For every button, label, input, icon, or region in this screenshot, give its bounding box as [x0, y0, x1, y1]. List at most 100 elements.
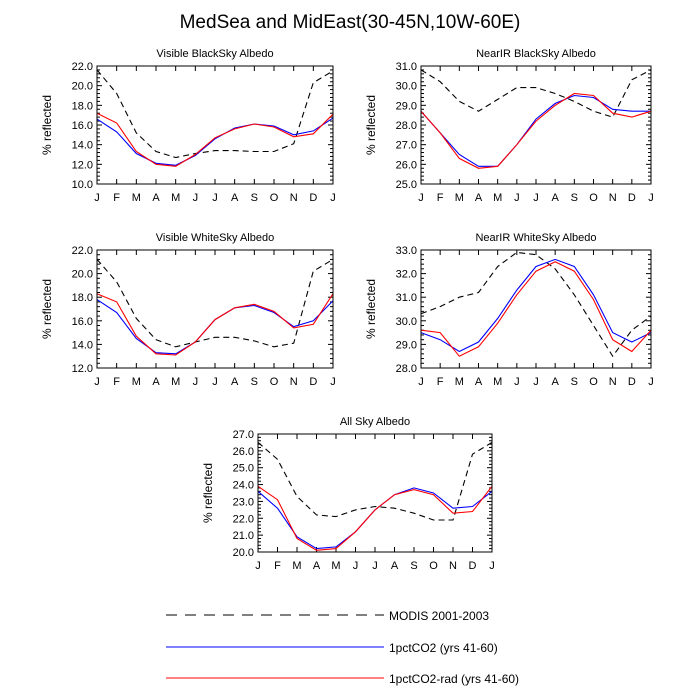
y-tick-label: 20.0	[72, 269, 93, 281]
panel-title: All Sky Albedo	[340, 416, 410, 428]
y-tick-label: 31.0	[396, 292, 417, 304]
x-tick-label: S	[251, 192, 258, 204]
y-tick-label: 30.0	[396, 81, 417, 93]
series-line-modis	[96, 258, 334, 348]
y-tick-label: 12.0	[72, 159, 93, 171]
series-line-1pctco2-rad	[257, 485, 493, 551]
series-line-1pctco2-rad	[96, 293, 334, 356]
x-tick-label: F	[437, 192, 444, 204]
x-tick-label: A	[152, 192, 160, 204]
x-tick-label: J	[193, 192, 199, 204]
series-line-1pctco2	[420, 94, 651, 167]
x-tick-label: D	[309, 192, 317, 204]
y-tick-label: 32.0	[396, 269, 417, 281]
x-tick-label: J	[533, 376, 539, 388]
x-tick-label: J	[94, 376, 100, 388]
x-tick-label: D	[469, 560, 477, 572]
x-tick-label: M	[331, 560, 340, 572]
plot-frame	[420, 65, 652, 185]
x-tick-label: J	[255, 560, 261, 572]
series-line-1pctco2	[420, 258, 652, 353]
y-tick-label: 31.0	[396, 61, 417, 73]
x-tick-label: O	[589, 376, 598, 388]
x-tick-label: J	[648, 376, 654, 388]
x-tick-label: O	[589, 192, 598, 204]
x-tick-label: S	[410, 560, 417, 572]
x-tick-label: A	[231, 376, 239, 388]
plot-frame	[96, 249, 334, 369]
x-tick-label: D	[628, 192, 636, 204]
x-tick-label: S	[251, 376, 258, 388]
figure-title: MedSea and MidEast(30-45N,10W-60E)	[179, 12, 521, 33]
x-tick-label: J	[514, 376, 520, 388]
y-axis-label: % reflected	[364, 95, 378, 155]
x-tick-label: J	[193, 376, 199, 388]
x-tick-label: F	[274, 560, 281, 572]
x-tick-label: M	[171, 376, 180, 388]
y-tick-label: 18.0	[72, 292, 93, 304]
plot-frame	[96, 65, 334, 185]
y-tick-label: 12.0	[72, 363, 93, 375]
y-tick-label: 22.0	[72, 245, 93, 257]
y-tick-label: 20.0	[72, 81, 93, 93]
series-line-modis	[96, 69, 334, 159]
x-tick-label: N	[609, 376, 617, 388]
plot-frame	[420, 249, 652, 369]
y-tick-label: 26.0	[396, 159, 417, 171]
x-tick-label: M	[171, 192, 180, 204]
series-line-modis	[257, 441, 493, 521]
x-tick-label: A	[475, 376, 483, 388]
x-tick-label: M	[493, 192, 502, 204]
chart-panel-1: Visible BlackSky Albedo % reflected 10.0 12…	[40, 48, 336, 204]
x-tick-label: M	[292, 560, 301, 572]
x-tick-label: A	[475, 192, 483, 204]
chart-panel-4: NearIR WhiteSky Albedo % reflected 28.0 29.…	[364, 232, 654, 388]
x-tick-label: F	[113, 376, 120, 388]
x-tick-label: A	[551, 192, 559, 204]
x-tick-label: J	[353, 560, 359, 572]
x-tick-label: M	[132, 192, 141, 204]
series-line-1pctco2-rad	[96, 112, 334, 167]
x-tick-label: N	[290, 192, 298, 204]
chart-panel-5: All Sky Albedo % reflected 20.0 21.0 22.0 23.…	[201, 416, 495, 572]
y-tick-label: 23.0	[233, 496, 254, 508]
y-axis-label: % reflected	[40, 279, 54, 339]
x-tick-label: A	[391, 560, 399, 572]
x-tick-label: N	[290, 376, 298, 388]
plot-frame	[257, 433, 493, 553]
y-tick-label: 10.0	[72, 179, 93, 191]
y-axis-label: % reflected	[40, 95, 54, 155]
x-tick-label: J	[212, 192, 218, 204]
series-line-1pctco2	[96, 117, 334, 166]
x-tick-label: A	[551, 376, 559, 388]
y-tick-label: 22.0	[233, 513, 254, 525]
x-tick-label: N	[449, 560, 457, 572]
y-tick-label: 27.0	[396, 140, 417, 152]
y-tick-label: 27.0	[233, 429, 254, 441]
y-tick-label: 29.0	[396, 339, 417, 351]
chart-panel-2: NearIR BlackSky Albedo % reflected 25.0 26.…	[364, 48, 654, 204]
x-tick-label: A	[231, 192, 239, 204]
panel-title: NearIR WhiteSky Albedo	[475, 232, 596, 244]
x-tick-label: O	[270, 376, 279, 388]
x-tick-label: S	[571, 376, 578, 388]
x-tick-label: M	[455, 192, 464, 204]
y-tick-label: 21.0	[233, 530, 254, 542]
x-tick-label: O	[270, 192, 279, 204]
y-tick-label: 33.0	[396, 245, 417, 257]
x-tick-label: J	[533, 192, 539, 204]
x-tick-label: J	[94, 192, 100, 204]
x-tick-label: O	[429, 560, 438, 572]
x-tick-label: J	[648, 192, 654, 204]
x-tick-label: F	[113, 192, 120, 204]
y-tick-label: 16.0	[72, 316, 93, 328]
x-tick-label: D	[309, 376, 317, 388]
y-tick-label: 26.0	[233, 446, 254, 458]
x-tick-label: S	[571, 192, 578, 204]
y-axis-label: % reflected	[201, 463, 215, 523]
x-tick-label: A	[152, 376, 160, 388]
panel-title: Visible BlackSky Albedo	[156, 48, 273, 60]
x-tick-label: J	[489, 560, 495, 572]
y-tick-label: 22.0	[72, 61, 93, 73]
